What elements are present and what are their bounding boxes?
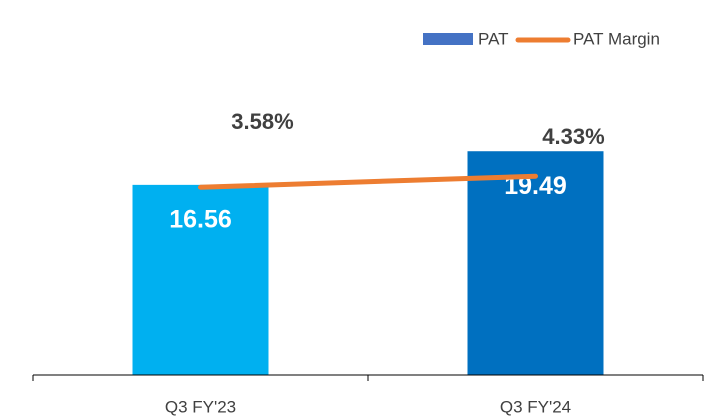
data-label: 4.33% <box>542 124 604 149</box>
legend-label: PAT Margin <box>573 29 660 48</box>
x-tick-label: Q3 FY'23 <box>165 397 236 416</box>
bar <box>132 184 269 375</box>
x-tick-label: Q3 FY'24 <box>500 397 571 416</box>
legend-label: PAT <box>478 29 509 48</box>
legend-swatch <box>423 33 473 45</box>
data-label: 16.56 <box>169 205 232 233</box>
data-label: 3.58% <box>231 109 293 134</box>
line <box>198 173 538 190</box>
bar <box>467 151 604 375</box>
